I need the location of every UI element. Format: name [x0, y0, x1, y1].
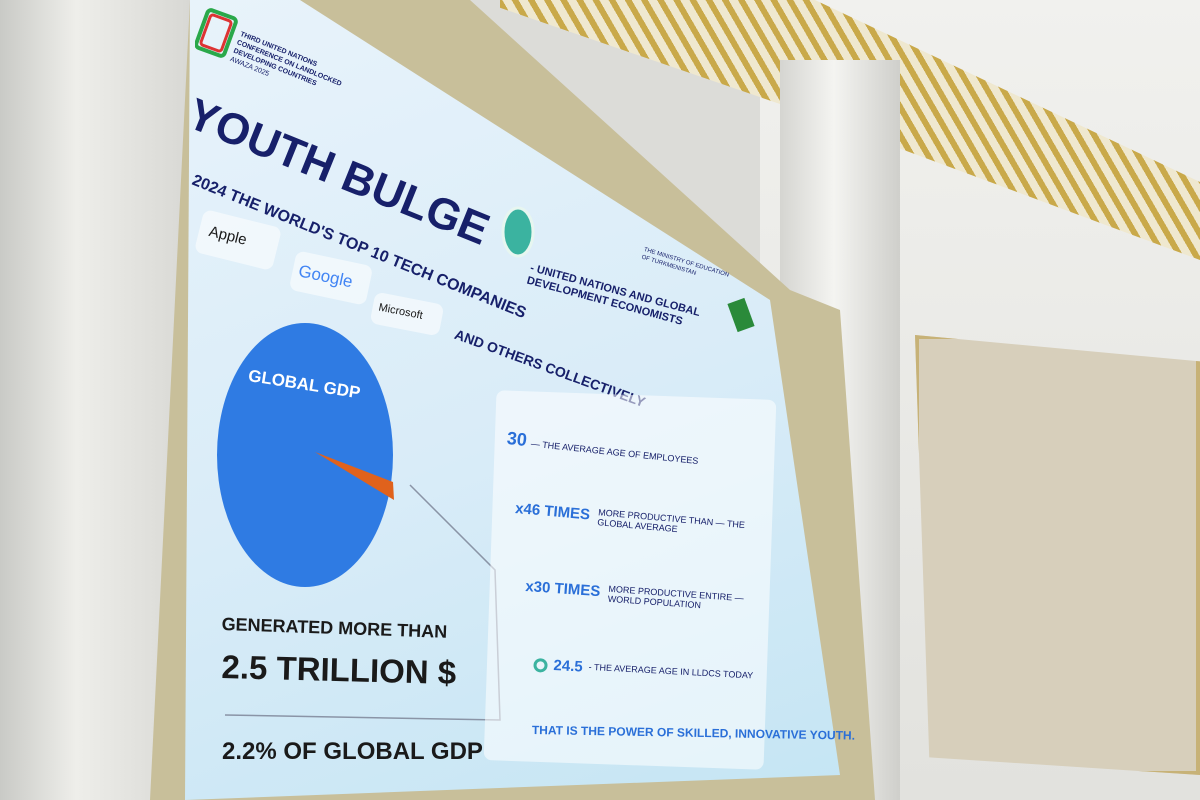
pie-tech-slice — [315, 452, 394, 500]
company-name: Apple — [207, 223, 249, 249]
gdp-pie-chart — [217, 323, 501, 721]
company-name: Google — [296, 261, 355, 292]
stat-value: 30 — [505, 428, 528, 450]
share-text: 2.2% OF GLOBAL GDP — [222, 738, 483, 765]
pie-main-slice — [217, 323, 393, 587]
stat-value: 24.5 — [553, 657, 584, 676]
wall-panel — [915, 335, 1200, 775]
un-emblem — [501, 206, 535, 258]
conference-logo — [195, 8, 238, 58]
amount-text: 2.5 TRILLION $ — [221, 648, 457, 692]
lldc-logo-icon — [533, 657, 548, 673]
